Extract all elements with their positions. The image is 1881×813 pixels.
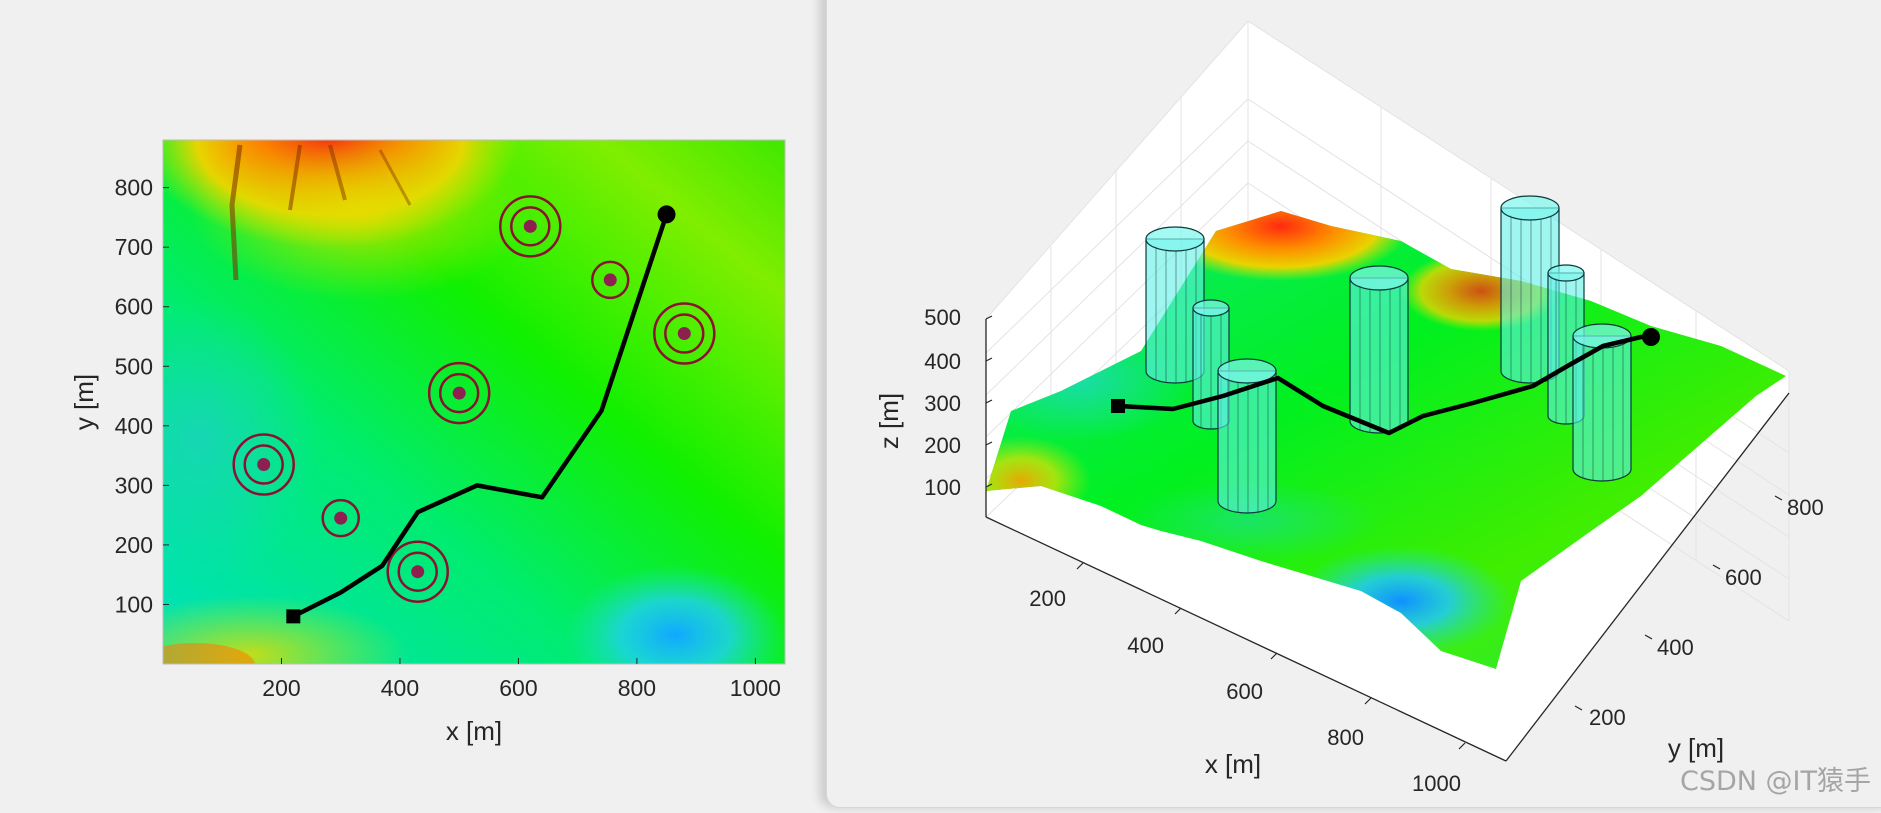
threat-outer-ring: [427, 361, 491, 425]
threat-center-dot: [257, 458, 271, 472]
threat-inner-ring: [438, 372, 480, 414]
threat-outer-ring: [590, 260, 630, 300]
chart-2d-top-view: 200 400 600 800 1000 100 200 300 400 500 600 700 80…: [69, 139, 786, 746]
threat-cylinder: [1145, 226, 1205, 384]
threat-outer-ring: [653, 302, 716, 365]
axes-edges: [985, 319, 1790, 762]
x-tick-label: 800: [1327, 725, 1364, 750]
x-tick-label: 600: [1226, 679, 1263, 704]
threat-inner-ring: [397, 551, 438, 592]
watermark: CSDN @IT猿手: [1679, 766, 1871, 797]
threat-cylinder: [1349, 265, 1409, 434]
z-tick-label: 200: [924, 433, 961, 458]
y-tick-label: 800: [115, 175, 153, 201]
x-tick-label: 1000: [730, 675, 781, 701]
path-start-marker: [286, 609, 301, 624]
x-tick-label: 200: [262, 675, 300, 701]
threat-inner-ring: [664, 313, 705, 354]
y-tick-label: 500: [115, 353, 153, 379]
path-end-marker: [657, 205, 676, 224]
threat-center-dot: [523, 219, 537, 233]
z-tick-label: 100: [924, 475, 961, 500]
y-tick-label: 200: [1589, 705, 1626, 730]
flight-path-line: [292, 213, 669, 619]
threat-zone: [590, 260, 630, 300]
path-3d-start-marker: [1111, 399, 1125, 413]
right-figure-panel: 100 200 300 400 500 200 400 600 800 1000…: [826, 0, 1881, 808]
chart-3d-perspective-view: 100 200 300 400 500 200 400 600 800 1000…: [874, 20, 1824, 796]
z-tick-label: 300: [924, 391, 961, 416]
y-axis-label-3d: y [m]: [1668, 733, 1724, 763]
threat-center-dot: [603, 273, 617, 287]
threat-outer-ring: [232, 433, 295, 496]
threat-center-dot: [334, 511, 348, 525]
x-tick-label: 400: [381, 675, 419, 701]
z-tick-label: 400: [924, 349, 961, 374]
threat-inner-ring: [243, 444, 284, 485]
x-tick-label: 600: [499, 675, 537, 701]
y-tick-label: 700: [115, 234, 153, 260]
x-tick-label: 200: [1029, 586, 1066, 611]
threat-zone: [427, 361, 491, 425]
x-tick-label: 1000: [1412, 771, 1461, 796]
threat-center-dot: [677, 327, 691, 341]
z-axis-label-3d: z [m]: [874, 393, 904, 449]
left-figure-panel: 200 400 600 800 1000 100 200 300 400 500 600 700 80…: [0, 0, 826, 808]
threat-zones: [232, 195, 716, 603]
threat-zone: [386, 540, 449, 603]
x-tick-label: 800: [618, 675, 656, 701]
path-3d-end-marker: [1642, 328, 1660, 346]
y-tick-label: 600: [115, 294, 153, 320]
threat-center-dot: [411, 565, 425, 579]
y-tick-label: 800: [1787, 495, 1824, 520]
x-axis-label: x [m]: [446, 716, 502, 746]
x-axis-ticks-3d: 200 400 600 800 1000: [1029, 562, 1466, 796]
threat-zone: [499, 195, 562, 258]
z-axis-ticks: 100 200 300 400 500: [924, 305, 993, 500]
x-axis-label-3d: x [m]: [1205, 749, 1261, 779]
y-axis-ticks-3d: 200 400 600 800: [1574, 495, 1824, 730]
y-tick-label: 600: [1725, 565, 1762, 590]
x-tick-label: 400: [1127, 633, 1164, 658]
y-tick-label: 200: [115, 532, 153, 558]
threat-cylinder: [1217, 358, 1277, 514]
z-tick-label: 500: [924, 305, 961, 330]
threat-outer-ring: [499, 195, 562, 258]
y-tick-label: 400: [1657, 635, 1694, 660]
y-tick-label: 100: [115, 591, 153, 617]
y-tick-label: 400: [115, 413, 153, 439]
y-tick-label: 300: [115, 472, 153, 498]
flight-path-3d-line: [1117, 334, 1651, 436]
x-axis-ticks: 200 400 600 800 1000: [262, 658, 781, 701]
threat-zone: [321, 498, 360, 538]
threat-inner-ring: [510, 206, 551, 247]
y-axis-ticks: 100 200 300 400 500 600 700 800: [115, 175, 169, 617]
threat-outer-ring: [321, 498, 360, 538]
y-axis-label: y [m]: [69, 374, 99, 430]
threat-zone: [653, 302, 716, 365]
threat-cylinders: [1145, 195, 1632, 514]
threat-cylinder: [1500, 195, 1560, 384]
terrain-heatmap: [163, 140, 785, 664]
threat-zone: [232, 433, 295, 496]
threat-center-dot: [452, 386, 466, 400]
threat-outer-ring: [386, 540, 449, 603]
